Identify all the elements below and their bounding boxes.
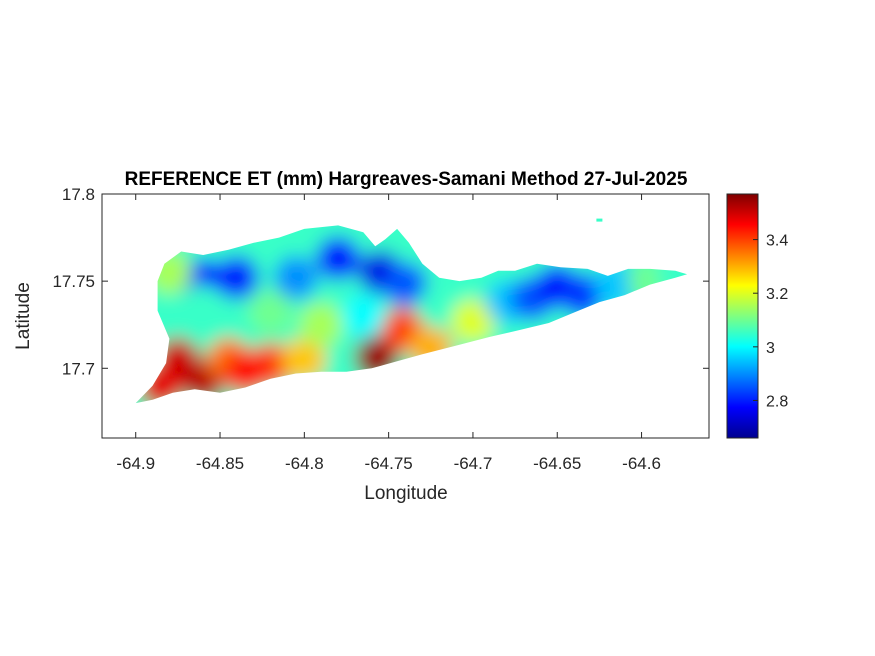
y-tick-label: 17.7 <box>62 359 95 378</box>
x-tick-label: -64.8 <box>285 454 324 473</box>
colorbar-gradient <box>726 193 759 439</box>
colorbar-ticks: 2.8 3 3.2 3.4 <box>753 233 788 410</box>
x-tick-label: -64.85 <box>196 454 244 473</box>
x-tick-label: -64.6 <box>622 454 661 473</box>
et-cell-11 <box>214 255 259 300</box>
et-cell-13 <box>316 236 361 281</box>
et-cell-21 <box>450 299 495 344</box>
x-tick-label: -64.65 <box>533 454 581 473</box>
et-cell-5 <box>223 349 268 394</box>
et-cell-15 <box>383 262 428 307</box>
et-cell-20 <box>417 285 462 330</box>
colorbar-tick-label: 3.4 <box>766 233 788 250</box>
et-cell-18 <box>299 302 344 347</box>
et-cell-16 <box>181 285 226 330</box>
y-axis: 17.7 17.75 17.8 <box>52 185 709 378</box>
map-plot-area: -64.9 -64.85 -64.8 -64.75 -64.7 -64.65 -64.6 1… <box>52 185 710 473</box>
chart-title: REFERENCE ET (mm) Hargreaves-Samani Meth… <box>125 169 688 190</box>
x-axis: -64.9 -64.85 -64.8 -64.75 -64.7 -64.65 -64.6 <box>116 194 661 473</box>
et-cell-19 <box>341 294 386 338</box>
colorbar-tick-label: 3 <box>766 340 775 357</box>
et-cell-17 <box>248 290 293 335</box>
islet-mark <box>596 218 603 222</box>
y-tick-label: 17.75 <box>52 272 95 291</box>
y-tick-label: 17.8 <box>62 185 95 204</box>
x-tick-label: -64.7 <box>454 454 493 473</box>
colorbar-tick-label: 3.2 <box>766 286 788 303</box>
y-axis-label: Latitude <box>13 282 34 350</box>
x-tick-label: -64.9 <box>116 454 155 473</box>
et-cell-12 <box>273 255 318 300</box>
x-tick-label: -64.75 <box>365 454 413 473</box>
islet-cell <box>596 218 603 222</box>
colorbar-tick-label: 2.8 <box>766 393 788 410</box>
colorbar: 2.8 3 3.2 3.4 <box>726 193 788 439</box>
x-axis-label: Longitude <box>364 483 447 504</box>
et-cell-6 <box>282 337 327 382</box>
